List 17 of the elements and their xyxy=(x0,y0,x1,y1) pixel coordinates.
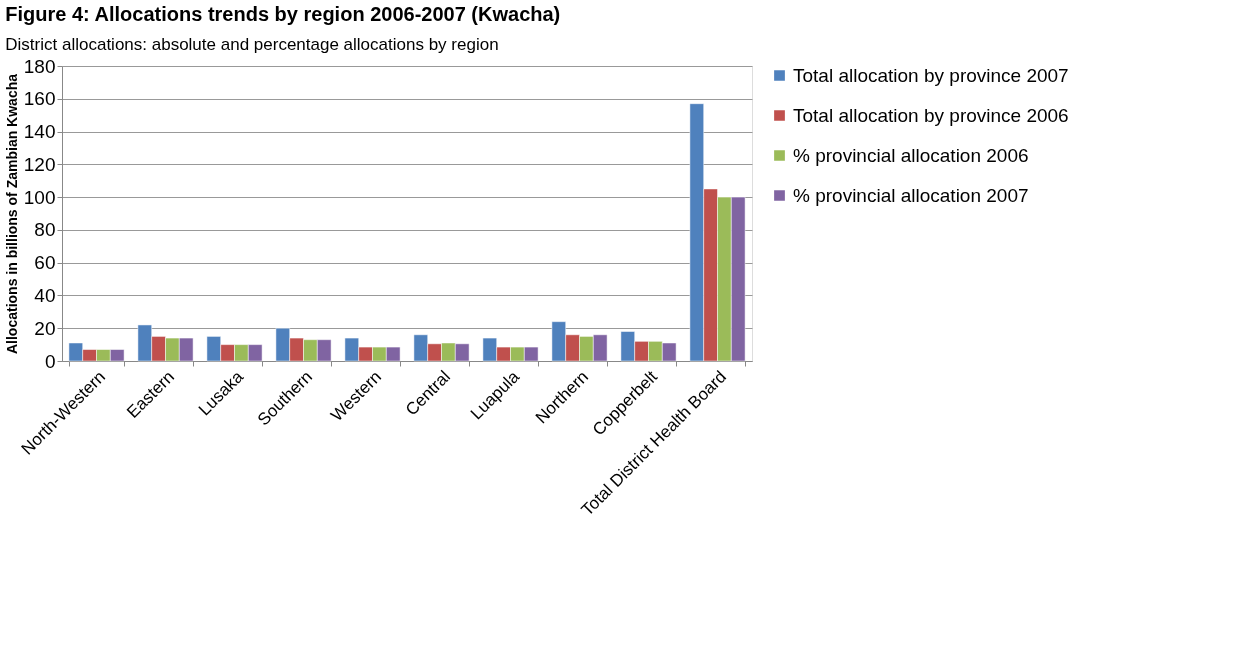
legend-label: Total allocation by province 2006 xyxy=(793,104,1069,126)
y-tick-label: 160 xyxy=(23,88,56,110)
chart-title: Figure 4: Allocations trends by region 2006-2007 (Kwacha) xyxy=(5,3,561,25)
y-tick-label: 40 xyxy=(34,284,56,306)
legend-label: % provincial allocation 2006 xyxy=(793,144,1029,166)
legend-label: Total allocation by province 2007 xyxy=(793,64,1069,86)
y-axis-title: Allocations in billions of Zambian Kwacha xyxy=(3,73,20,355)
y-tick-label: 20 xyxy=(34,317,56,339)
y-tick-label: 60 xyxy=(34,252,56,274)
y-tick-label: 0 xyxy=(44,350,56,372)
legend-label: % provincial allocation 2007 xyxy=(793,184,1029,206)
y-tick-label: 80 xyxy=(34,219,56,241)
y-tick-label: 120 xyxy=(23,153,56,175)
y-tick-label: 180 xyxy=(23,55,56,77)
y-tick-label: 100 xyxy=(23,186,56,208)
chart-subtitle: District allocations: absolute and percentage allocations by region xyxy=(5,35,499,54)
y-tick-label: 140 xyxy=(23,121,56,143)
